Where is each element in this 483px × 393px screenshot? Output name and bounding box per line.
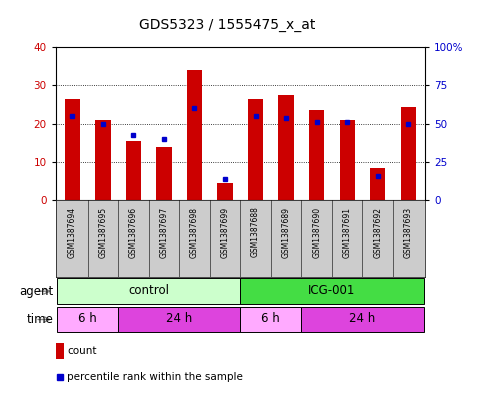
Text: GSM1387690: GSM1387690 — [312, 207, 321, 258]
Bar — [187, 70, 202, 200]
Text: GSM1387698: GSM1387698 — [190, 207, 199, 257]
Text: percentile rank within the sample: percentile rank within the sample — [67, 372, 243, 382]
Text: 6 h: 6 h — [261, 312, 280, 325]
Bar — [65, 99, 80, 200]
Text: GDS5323 / 1555475_x_at: GDS5323 / 1555475_x_at — [139, 18, 315, 32]
Text: time: time — [26, 313, 53, 326]
Bar — [301, 307, 424, 332]
Bar — [279, 95, 294, 200]
Bar — [95, 120, 111, 200]
Bar — [241, 279, 424, 304]
Text: control: control — [128, 284, 169, 297]
Text: GSM1387692: GSM1387692 — [373, 207, 382, 257]
Bar — [217, 183, 233, 200]
Text: GSM1387697: GSM1387697 — [159, 207, 169, 258]
Text: GSM1387699: GSM1387699 — [221, 207, 229, 258]
Text: count: count — [67, 346, 97, 356]
Bar — [340, 120, 355, 200]
Bar — [248, 99, 263, 200]
Bar — [156, 147, 171, 200]
Bar — [118, 307, 241, 332]
Bar — [309, 110, 324, 200]
Bar — [57, 307, 118, 332]
Bar — [370, 168, 385, 200]
Text: 6 h: 6 h — [78, 312, 97, 325]
Text: GSM1387694: GSM1387694 — [68, 207, 77, 258]
Text: 24 h: 24 h — [349, 312, 376, 325]
Bar — [241, 307, 301, 332]
Bar — [57, 279, 241, 304]
Text: agent: agent — [19, 285, 53, 298]
Bar — [56, 343, 64, 359]
Text: GSM1387689: GSM1387689 — [282, 207, 291, 257]
Text: GSM1387693: GSM1387693 — [404, 207, 413, 258]
Text: 24 h: 24 h — [166, 312, 192, 325]
Text: ICG-001: ICG-001 — [308, 284, 355, 297]
Text: GSM1387695: GSM1387695 — [99, 207, 107, 258]
Text: GSM1387696: GSM1387696 — [129, 207, 138, 258]
Bar — [400, 107, 416, 200]
Text: GSM1387691: GSM1387691 — [342, 207, 352, 257]
Text: GSM1387688: GSM1387688 — [251, 207, 260, 257]
Bar — [126, 141, 141, 200]
